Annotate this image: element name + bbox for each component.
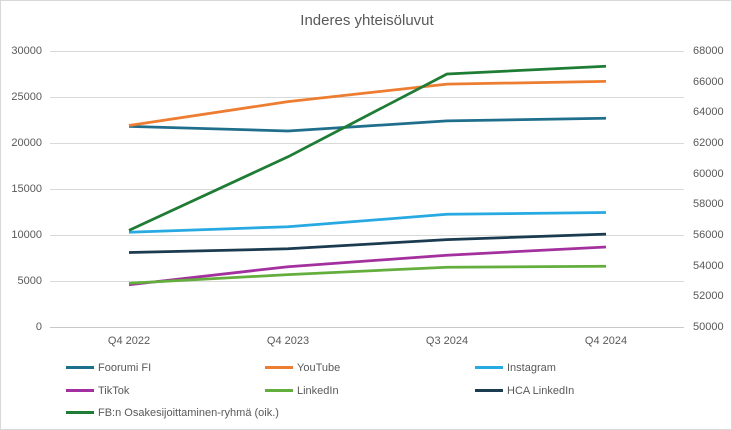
right-axis-tick-label: 66000 [693,75,724,88]
left-axis-tick-label: 25000 [11,91,42,103]
series-line-linkedin [128,264,607,285]
legend-label: Foorumi FI [98,361,152,374]
legend-swatch-icon [66,366,94,369]
right-axis-tick-label: 56000 [693,229,724,241]
legend-swatch-icon [66,389,94,392]
legend-swatch-icon [265,366,293,369]
right-axis-tick-label: 50000 [693,321,724,333]
left-axis-tick-label: 0 [35,321,42,333]
right-axis-tick-label: 58000 [693,198,724,211]
legend-item-instagram: Instagram [475,361,556,374]
x-axis-label-q4-2022: Q4 2022 [107,335,151,347]
right-axis-tick-label: 52000 [693,290,724,303]
chart-title: Inderes yhteisöluvut [300,12,434,29]
series-line-fb-n-osakesijoittaminen-ryhm-oik [128,64,607,232]
series-line-hca-linkedin [128,232,607,254]
x-axis-label-q4-2023: Q4 2023 [266,335,310,347]
right-axis-tick-label: 54000 [693,259,724,272]
left-axis-tick-label: 20000 [11,137,42,149]
legend-item-youtube: YouTube [265,361,340,374]
legend-label: TikTok [98,384,130,397]
right-axis-tick-label: 68000 [693,45,724,57]
legend-item-hca-linkedin: HCA LinkedIn [475,384,574,397]
legend-item-tiktok: TikTok [66,384,129,397]
legend-label: LinkedIn [297,384,339,397]
legend-item-foorumi-fi: Foorumi FI [66,361,151,374]
legend-swatch-icon [475,389,503,392]
series-line-youtube [128,80,607,127]
right-axis-tick-label: 64000 [693,106,724,119]
x-axis-label-q4-2024: Q4 2024 [584,335,628,347]
legend-label: Instagram [507,361,556,374]
legend-swatch-icon [66,411,94,414]
right-axis-tick-label: 60000 [693,167,724,180]
legend-label: HCA LinkedIn [507,384,575,397]
right-axis-tick-label: 62000 [693,137,724,149]
series-line-foorumi-fi [128,116,607,133]
x-axis-label-q3-2024: Q3 2024 [425,335,469,347]
left-axis-tick-label: 15000 [11,183,42,195]
left-axis-tick-label: 30000 [11,45,42,57]
left-axis-tick-label: 5000 [17,275,42,287]
legend-label: YouTube [297,361,341,374]
legend-swatch-icon [265,389,293,392]
legend-swatch-icon [475,366,503,369]
series-line-instagram [128,211,607,234]
left-axis-tick-label: 10000 [11,229,42,241]
legend-item-linkedin: LinkedIn [265,384,339,397]
legend-item-fb-n-osakesijoittaminen-ryhm-oik: FB:n Osakesijoittaminen-ryhmä (oik.) [66,406,279,419]
series-line-tiktok [128,245,607,287]
legend-label: FB:n Osakesijoittaminen-ryhmä (oik.) [98,406,279,419]
